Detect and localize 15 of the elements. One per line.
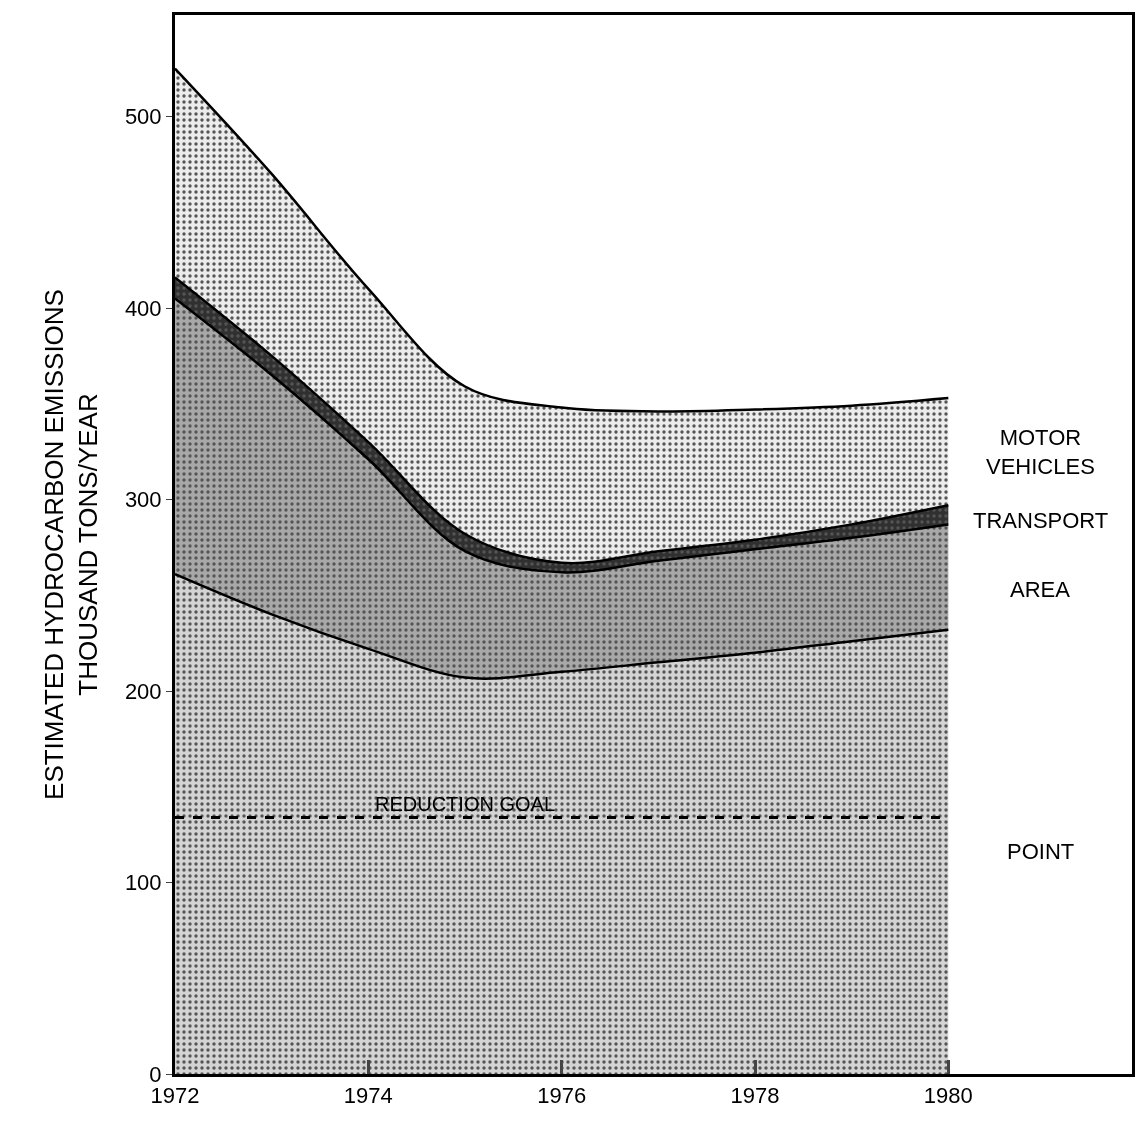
text: POINT xyxy=(1007,839,1075,864)
series-label: TRANSPORT xyxy=(973,508,1109,533)
x-tick-label: 1980 xyxy=(923,1083,973,1109)
y-tick-label: 500 xyxy=(124,104,162,130)
y-tick-label: 400 xyxy=(124,295,162,321)
y-tick-label: 300 xyxy=(124,487,162,513)
ref-line-label: REDUCTION GOAL xyxy=(375,793,556,815)
x-tick-label: 1978 xyxy=(730,1083,780,1109)
series-label: MOTOR VEHICLES xyxy=(986,425,1095,479)
y-tick-label: 100 xyxy=(124,870,162,896)
text: AREA xyxy=(1010,577,1071,602)
x-tick-label: 1974 xyxy=(343,1083,393,1109)
y-tick-label: 200 xyxy=(124,678,162,704)
x-tick-label: 1976 xyxy=(537,1083,587,1109)
y-axis-title: ESTIMATED HYDROCARBON EMISSIONS THOUSAND TONS/YEAR xyxy=(39,289,104,800)
